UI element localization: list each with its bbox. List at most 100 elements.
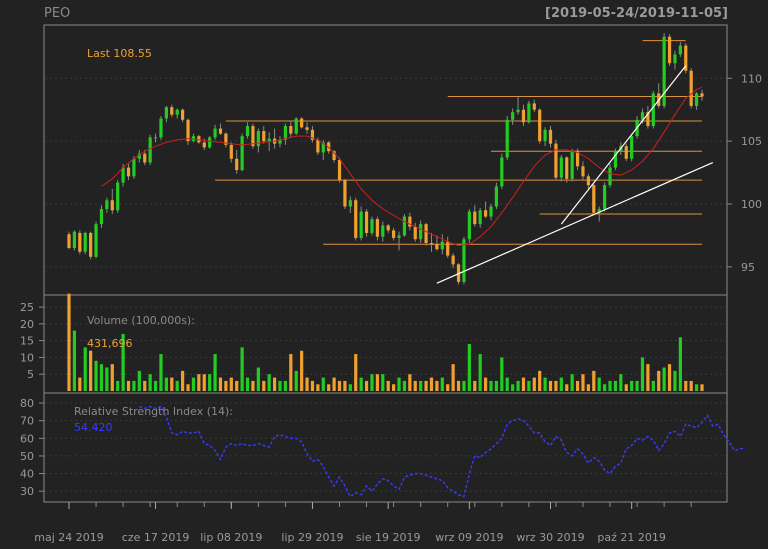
candle-body: [467, 211, 471, 240]
volume-bar: [159, 354, 163, 391]
x-tick-label: lip 29 2019: [281, 531, 343, 544]
candle-body: [451, 255, 455, 265]
volume-bar: [83, 347, 87, 391]
candle-body: [289, 126, 293, 134]
candle-body: [213, 128, 217, 138]
volume-bar: [72, 330, 77, 391]
x-tick-label: sie 19 2019: [356, 531, 421, 544]
volume-bar: [500, 357, 504, 391]
candle-body: [559, 157, 563, 178]
candle-body: [375, 219, 379, 237]
candle-body: [381, 225, 385, 237]
volume-bar: [575, 380, 580, 391]
candle-body: [267, 138, 271, 142]
candle-body: [402, 216, 407, 236]
volume-grid: [45, 306, 726, 375]
volume-last-value: 431,696: [87, 337, 133, 350]
volume-bar: [505, 377, 509, 391]
volume-bar: [310, 380, 315, 391]
candle-body: [575, 151, 580, 167]
volume-bar: [375, 374, 379, 391]
volume-bar: [424, 380, 428, 391]
candle-body: [424, 224, 428, 243]
candle-body: [678, 45, 682, 55]
candle-body: [694, 93, 699, 106]
candle-body: [256, 131, 260, 147]
candle-body: [689, 70, 693, 106]
volume-bar: [278, 380, 282, 391]
symbol-title: PEO: [44, 6, 71, 21]
rsi-y-axis: 30 40 50 60 70 80: [20, 397, 44, 498]
date-x-axis: maj 24 2019 cze 17 2019 lip 08 2019 lip 29 …: [34, 502, 692, 544]
volume-bar: [667, 364, 672, 391]
volume-bar: [370, 374, 374, 391]
volume-y-axis: 5 10 15 20 25: [20, 301, 44, 381]
volume-bar: [354, 354, 358, 391]
candle-body: [483, 210, 488, 217]
volume-bar: [451, 364, 455, 391]
candle-body: [143, 153, 147, 163]
candle-body: [332, 151, 336, 160]
candle-body: [294, 118, 298, 134]
candle-body: [72, 231, 77, 248]
candle-body: [191, 136, 196, 142]
candle-body: [581, 166, 585, 177]
candle-body: [630, 136, 634, 159]
volume-bar: [78, 377, 82, 391]
volume-bar: [224, 380, 228, 391]
candle-body: [613, 151, 618, 168]
y-tick-label: 80: [20, 397, 34, 410]
candle-body: [538, 109, 542, 142]
candle-body: [132, 158, 136, 177]
candle-body: [278, 139, 282, 144]
volume-bar: [105, 367, 109, 391]
candle-body: [651, 93, 655, 127]
volume-bar: [267, 374, 271, 391]
volume-bar: [527, 380, 531, 391]
candle-body: [300, 118, 304, 128]
candlesticks: [67, 33, 704, 285]
price-y-axis: 95 100 105 110: [727, 72, 762, 274]
candle-body: [94, 224, 98, 257]
candle-body: [121, 167, 125, 183]
y-tick-label: 15: [20, 335, 34, 348]
volume-bar: [678, 337, 682, 391]
candle-body: [337, 160, 342, 181]
candle-body: [419, 224, 423, 240]
volume-bar: [532, 377, 536, 391]
candle-body: [310, 129, 315, 140]
moving-average-line: [101, 86, 703, 247]
volume-bar: [300, 350, 304, 391]
candle-body: [640, 112, 645, 120]
volume-bar: [489, 380, 493, 391]
candle-body: [667, 36, 672, 64]
y-tick-label: 25: [20, 301, 34, 314]
volume-bar: [94, 360, 98, 391]
candle-body: [348, 200, 352, 207]
volume-bar: [283, 380, 288, 391]
candle-body: [440, 241, 444, 250]
volume-bar: [116, 380, 120, 391]
volume-bar: [327, 384, 331, 391]
volume-bar: [597, 377, 601, 391]
volume-bar: [289, 354, 293, 391]
volume-bars: [67, 293, 704, 391]
candle-body: [527, 103, 531, 123]
candle-body: [105, 200, 109, 210]
volume-bar: [408, 374, 412, 391]
candle-body: [67, 234, 71, 248]
candle-body: [603, 185, 607, 210]
volume-bar: [413, 380, 417, 391]
volume-bar: [202, 374, 206, 391]
x-tick-label: maj 24 2019: [34, 531, 104, 544]
candle-body: [137, 153, 141, 159]
volume-bar: [511, 384, 515, 391]
volume-bar: [343, 380, 347, 391]
trendline: [436, 161, 714, 284]
last-price-label: Last 108.55: [87, 47, 152, 60]
volume-bar: [153, 380, 158, 391]
volume-bar: [175, 380, 179, 391]
candle-body: [251, 126, 255, 147]
volume-bar: [613, 380, 618, 391]
